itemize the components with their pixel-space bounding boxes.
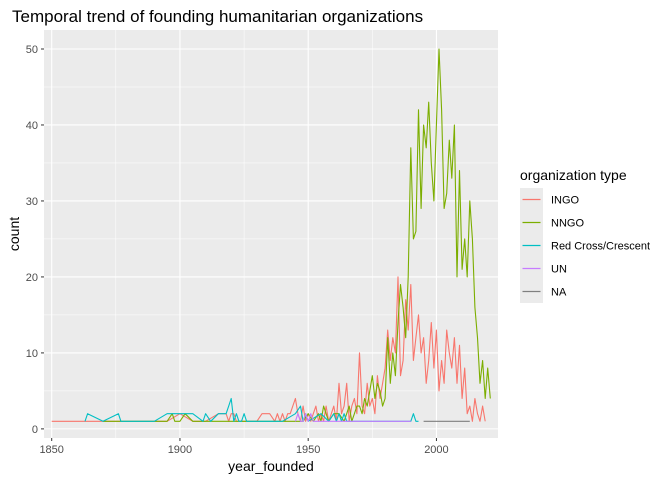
y-axis-ticks: 0 10 20 30 40 50 — [26, 44, 44, 436]
x-axis-ticks: 1850 1900 1950 2000 — [39, 438, 449, 456]
series-line-un — [294, 413, 411, 422]
plot-panel — [44, 30, 498, 438]
y-tick-label: 50 — [26, 44, 38, 56]
y-tick-label: 40 — [26, 120, 38, 132]
legend-label: INGO — [551, 195, 580, 207]
y-tick-label: 0 — [32, 424, 38, 436]
legend-label: Red Cross/Crescent — [551, 241, 650, 253]
major-gridlines — [44, 30, 498, 438]
x-tick-label: 2000 — [424, 444, 448, 456]
x-axis-title: year_founded — [228, 458, 314, 474]
x-tick-label: 1900 — [168, 444, 192, 456]
legend: organization type INGO NNGO Red Cross/Cres… — [520, 167, 650, 303]
legend-label: NNGO — [551, 218, 584, 230]
legend-title: organization type — [520, 167, 627, 183]
y-axis-title: count — [6, 217, 22, 251]
legend-items: INGO NNGO Red Cross/Crescent UN NA — [520, 188, 650, 303]
minor-gridlines — [44, 30, 498, 438]
y-tick-label: 30 — [26, 196, 38, 208]
x-tick-label: 1850 — [39, 444, 63, 456]
y-tick-label: 20 — [26, 272, 38, 284]
x-tick-label: 1950 — [296, 444, 320, 456]
chart-title: Temporal trend of founding humanitarian … — [12, 7, 423, 26]
legend-label: NA — [551, 287, 567, 299]
series-lines — [51, 48, 491, 422]
y-tick-label: 10 — [26, 348, 38, 360]
legend-label: UN — [551, 264, 567, 276]
